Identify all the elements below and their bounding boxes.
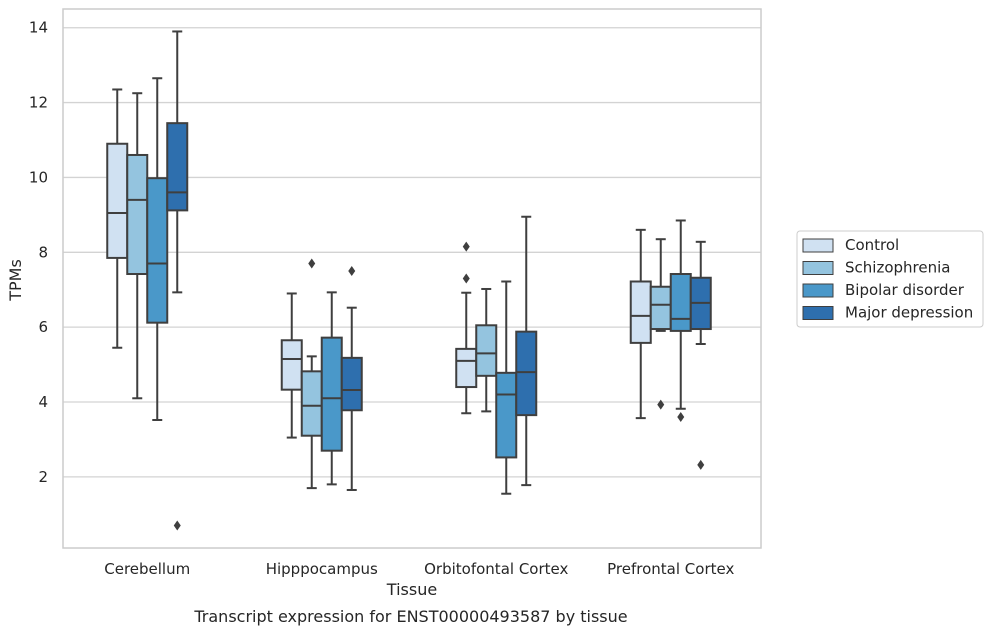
legend-label: Bipolar disorder — [845, 281, 965, 299]
box-body — [320, 336, 343, 452]
outlier-point — [308, 258, 316, 269]
x-tick-label: Prefrontal Cortex — [607, 560, 734, 578]
boxes — [106, 30, 712, 531]
outlier-point — [697, 459, 705, 470]
legend-swatch — [802, 261, 834, 275]
box-body — [300, 370, 323, 437]
legend-frame — [796, 230, 984, 328]
outlier-point — [348, 266, 356, 277]
box-body — [280, 339, 303, 391]
box-body — [106, 142, 129, 259]
y-tick-label: 14 — [29, 19, 48, 37]
box — [629, 228, 652, 420]
plot-frame — [62, 8, 762, 549]
outlier-point — [657, 399, 665, 410]
chart-caption: Transcript expression for ENST0000049358… — [193, 607, 627, 626]
box-body — [455, 347, 478, 389]
y-tick-label: 6 — [38, 318, 48, 336]
box — [515, 215, 538, 487]
box-body — [126, 153, 149, 276]
box-body — [629, 280, 652, 344]
box — [669, 219, 692, 422]
box-body — [495, 371, 518, 459]
box — [106, 88, 129, 349]
box-body — [166, 122, 189, 212]
y-tick-label: 4 — [38, 393, 48, 411]
y-tick-label: 2 — [38, 468, 48, 486]
box — [495, 280, 518, 495]
legend-swatch — [802, 238, 834, 253]
y-axis-label: TPMs — [6, 259, 25, 302]
box — [166, 30, 189, 531]
outlier-point — [173, 520, 181, 531]
outlier-point — [462, 241, 470, 252]
box-body — [649, 285, 672, 331]
box — [475, 287, 498, 413]
y-axis-ticks: 2 4 6 8 10 12 14 — [29, 19, 48, 486]
box-body — [515, 330, 538, 417]
box — [340, 266, 363, 491]
y-tick-label: 12 — [29, 94, 48, 112]
y-tick-label: 10 — [29, 168, 48, 186]
legend-label: Control — [845, 236, 899, 254]
box — [126, 92, 149, 400]
box — [146, 77, 169, 421]
x-axis-ticks: Cerebellum Hipppocampus Orbitofontal Corte… — [104, 560, 734, 578]
box — [689, 240, 712, 470]
y-tick-label: 8 — [38, 243, 48, 261]
legend: Control Schizophrenia Bipolar disorder Majo… — [796, 230, 984, 328]
legend-label: Major depression — [845, 304, 973, 322]
box — [649, 238, 672, 410]
outlier-point — [677, 411, 685, 422]
legend-label: Schizophrenia — [845, 259, 950, 277]
x-tick-label: Hipppocampus — [266, 560, 378, 578]
box-body — [475, 324, 498, 377]
x-tick-label: Orbitofontal Cortex — [424, 560, 568, 578]
box-body — [669, 273, 692, 332]
x-axis-label: Tissue — [386, 580, 437, 599]
box-body — [146, 177, 169, 324]
box — [320, 291, 343, 486]
box — [300, 258, 323, 490]
legend-entries: Control Schizophrenia Bipolar disorder Majo… — [802, 236, 973, 322]
legend-swatch — [802, 306, 834, 320]
outlier-point — [462, 273, 470, 284]
box — [280, 292, 303, 439]
box-body — [340, 356, 363, 412]
x-tick-label: Cerebellum — [104, 560, 190, 578]
legend-swatch — [802, 283, 834, 298]
